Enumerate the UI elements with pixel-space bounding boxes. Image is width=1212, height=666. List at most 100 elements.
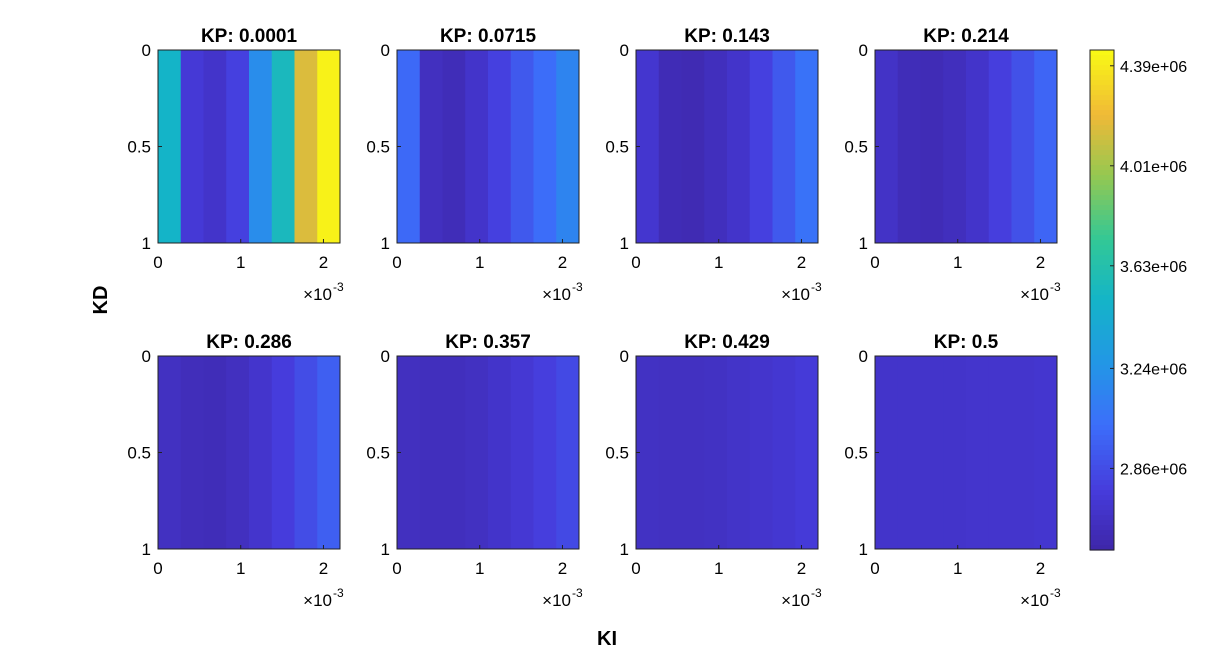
colorbar-segment bbox=[1090, 545, 1114, 551]
colorbar-segment bbox=[1090, 60, 1114, 66]
x-exponent-power: -3 bbox=[333, 280, 344, 294]
colorbar-segment bbox=[1090, 425, 1114, 431]
heatmap-cell bbox=[442, 356, 466, 549]
heatmap-cell bbox=[203, 356, 227, 549]
heatmap-cell bbox=[203, 50, 227, 243]
heatmap-cell bbox=[749, 50, 773, 243]
y-tick-label: 1 bbox=[142, 234, 151, 253]
colorbar-segment bbox=[1090, 500, 1114, 506]
y-tick-label: 0 bbox=[381, 41, 390, 60]
heatmap-cell bbox=[772, 50, 796, 243]
colorbar-segment bbox=[1090, 370, 1114, 376]
y-tick-label: 0 bbox=[859, 41, 868, 60]
heatmap-cell bbox=[943, 356, 967, 549]
heatmap-cell bbox=[636, 50, 660, 243]
subplot-title: KP: 0.429 bbox=[684, 332, 770, 353]
heatmap-cell bbox=[158, 50, 182, 243]
colorbar-segment bbox=[1090, 295, 1114, 301]
x-tick-label: 2 bbox=[797, 253, 806, 272]
heatmap-cell bbox=[943, 50, 967, 243]
x-exponent-label: ×10 bbox=[542, 285, 571, 304]
heatmap-cell bbox=[658, 50, 682, 243]
colorbar-segment bbox=[1090, 440, 1114, 446]
y-tick-label: 1 bbox=[859, 540, 868, 559]
colorbar-segment bbox=[1090, 160, 1114, 166]
heatmap-cell bbox=[556, 50, 580, 243]
heatmap-cell bbox=[795, 356, 819, 549]
heatmap-cell bbox=[681, 50, 705, 243]
colorbar-segment bbox=[1090, 360, 1114, 366]
heatmap-cell bbox=[294, 356, 318, 549]
x-exponent-power: -3 bbox=[811, 280, 822, 294]
subplot-title: KP: 0.214 bbox=[923, 26, 1009, 47]
colorbar-segment bbox=[1090, 205, 1114, 211]
y-tick-label: 0 bbox=[620, 41, 629, 60]
colorbar-segment bbox=[1090, 130, 1114, 136]
colorbar-segment bbox=[1090, 145, 1114, 151]
y-axis-label: KD bbox=[90, 286, 112, 315]
x-axis-label: KI bbox=[597, 628, 617, 650]
colorbar-segment bbox=[1090, 240, 1114, 246]
colorbar-segment bbox=[1090, 100, 1114, 106]
heatmap-cell bbox=[897, 356, 921, 549]
heatmap-cell bbox=[533, 356, 557, 549]
heatmap-cell bbox=[510, 356, 534, 549]
heatmap-cell bbox=[966, 356, 990, 549]
x-tick-label: 2 bbox=[1036, 253, 1045, 272]
x-exponent-label: ×10 bbox=[542, 591, 571, 610]
subplot-title: KP: 0.5 bbox=[934, 332, 999, 353]
colorbar-segment bbox=[1090, 275, 1114, 281]
colorbar-segment bbox=[1090, 415, 1114, 421]
colorbar-segment bbox=[1090, 290, 1114, 296]
colorbar-segment bbox=[1090, 85, 1114, 91]
colorbar-segment bbox=[1090, 200, 1114, 206]
subplot-title: KP: 0.357 bbox=[445, 332, 531, 353]
heatmap-cell bbox=[897, 50, 921, 243]
colorbar-segment bbox=[1090, 530, 1114, 536]
colorbar-segment bbox=[1090, 385, 1114, 391]
colorbar-segment bbox=[1090, 105, 1114, 111]
heatmap-cell bbox=[488, 356, 512, 549]
x-tick-label: 1 bbox=[953, 253, 962, 272]
heatmap-cell bbox=[442, 50, 466, 243]
colorbar-segment bbox=[1090, 495, 1114, 501]
colorbar-segment bbox=[1090, 140, 1114, 146]
colorbar-segment bbox=[1090, 75, 1114, 81]
colorbar-segment bbox=[1090, 270, 1114, 276]
colorbar-segment bbox=[1090, 480, 1114, 486]
x-exponent-label: ×10 bbox=[781, 591, 810, 610]
heatmap-cell bbox=[271, 356, 295, 549]
heatmap-cell bbox=[180, 50, 204, 243]
y-tick-label: 1 bbox=[142, 540, 151, 559]
heatmap-cell bbox=[397, 50, 421, 243]
x-tick-label: 2 bbox=[558, 559, 567, 578]
y-tick-label: 0.5 bbox=[605, 444, 629, 463]
heatmap-cell bbox=[488, 50, 512, 243]
colorbar-segment bbox=[1090, 420, 1114, 426]
colorbar-segment bbox=[1090, 305, 1114, 311]
y-tick-label: 0 bbox=[142, 41, 151, 60]
heatmap-cell bbox=[226, 356, 250, 549]
colorbar-segment bbox=[1090, 310, 1114, 316]
x-tick-label: 2 bbox=[319, 253, 328, 272]
colorbar-segment bbox=[1090, 525, 1114, 531]
colorbar-segment bbox=[1090, 95, 1114, 101]
colorbar-segment bbox=[1090, 125, 1114, 131]
heatmap-cell bbox=[226, 50, 250, 243]
x-exponent-power: -3 bbox=[1050, 280, 1061, 294]
heatmap-cell bbox=[317, 356, 341, 549]
x-exponent-label: ×10 bbox=[303, 591, 332, 610]
subplot-8: KP: 0.500.510 1 2×10 -3 bbox=[844, 332, 1061, 610]
x-exponent-label: ×10 bbox=[781, 285, 810, 304]
heatmap-cell bbox=[510, 50, 534, 243]
heatmap-cell bbox=[658, 356, 682, 549]
colorbar-segment bbox=[1090, 405, 1114, 411]
colorbar-segment bbox=[1090, 230, 1114, 236]
colorbar-segment bbox=[1090, 520, 1114, 526]
colorbar-frame bbox=[1089, 49, 1115, 551]
heatmap-cell bbox=[727, 50, 751, 243]
x-tick-label: 0 bbox=[392, 253, 401, 272]
y-tick-label: 0 bbox=[381, 347, 390, 366]
y-tick-label: 0.5 bbox=[127, 444, 151, 463]
